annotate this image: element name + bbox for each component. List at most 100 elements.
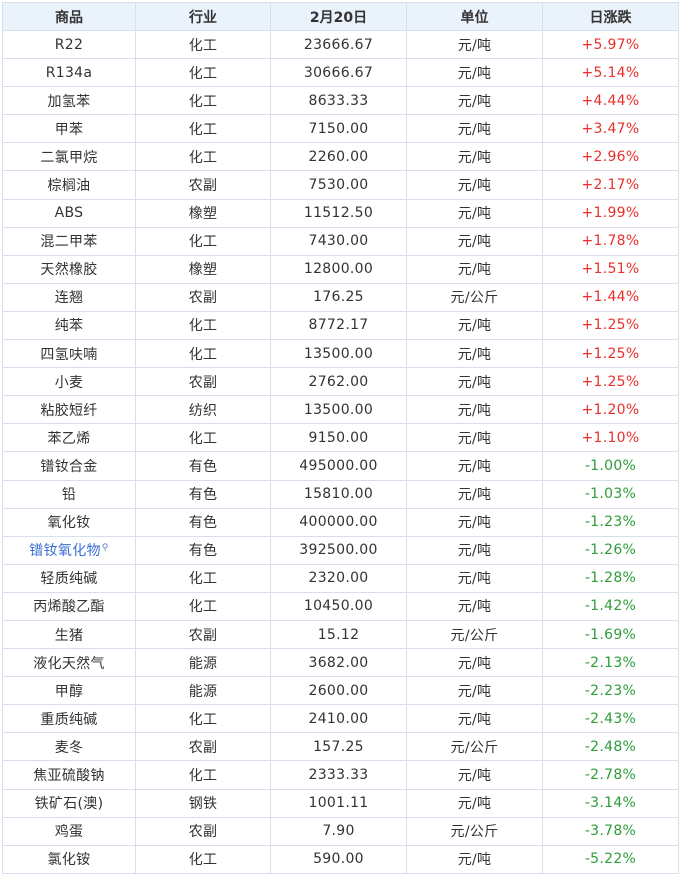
table-row: 四氢呋喃 化工 13500.00 元/吨 +1.25%	[2, 339, 679, 369]
cell-price: 176.25	[270, 282, 407, 312]
table-row: 氯化铵 化工 590.00 元/吨 -5.22%	[2, 844, 679, 874]
cell-change: -1.69%	[542, 619, 679, 650]
cell-change: -3.78%	[542, 816, 679, 846]
cell-change: +3.47%	[542, 114, 679, 144]
table-row: 重质纯碱 化工 2410.00 元/吨 -2.43%	[2, 704, 679, 734]
table-row: 纯苯 化工 8772.17 元/吨 +1.25%	[2, 310, 679, 341]
cell-industry: 农副	[135, 367, 271, 397]
cell-industry: 橡塑	[135, 254, 271, 284]
cell-change: -2.78%	[542, 760, 679, 790]
cell-unit: 元/吨	[406, 29, 543, 60]
cell-change: +1.99%	[542, 198, 679, 228]
cell-industry: 化工	[135, 58, 271, 88]
table-row: 加氢苯 化工 8633.33 元/吨 +4.44%	[2, 86, 679, 116]
cell-price: 2320.00	[270, 563, 407, 593]
cell-industry: 化工	[135, 310, 271, 341]
search-icon[interactable]: ⚲	[101, 542, 109, 553]
cell-industry: 化工	[135, 563, 271, 593]
cell-name: 氯化铵	[2, 844, 136, 874]
cell-unit: 元/公斤	[406, 816, 543, 846]
cell-change: +1.20%	[542, 395, 679, 425]
table-row: 棕榈油 农副 7530.00 元/吨 +2.17%	[2, 170, 679, 200]
cell-industry: 化工	[135, 142, 271, 172]
cell-price: 8633.33	[270, 86, 407, 116]
cell-name: 生猪	[2, 619, 136, 650]
table-row: 氧化钕 有色 400000.00 元/吨 -1.23%	[2, 507, 679, 537]
cell-change: +1.44%	[542, 282, 679, 312]
cell-industry: 化工	[135, 423, 271, 453]
cell-name[interactable]: 镨钕氧化物⚲	[2, 535, 136, 565]
cell-change: -2.13%	[542, 648, 679, 678]
cell-price: 23666.67	[270, 29, 407, 60]
table-row: 焦亚硫酸钠 化工 2333.33 元/吨 -2.78%	[2, 760, 679, 790]
cell-unit: 元/吨	[406, 310, 543, 341]
cell-name: 天然橡胶	[2, 254, 136, 284]
cell-name: R22	[2, 29, 136, 60]
cell-name: 焦亚硫酸钠	[2, 760, 136, 790]
cell-unit: 元/吨	[406, 563, 543, 593]
cell-price: 13500.00	[270, 339, 407, 369]
cell-industry: 农副	[135, 732, 271, 762]
cell-change: +4.44%	[542, 86, 679, 116]
cell-price: 3682.00	[270, 648, 407, 678]
cell-unit: 元/吨	[406, 535, 543, 565]
cell-name: 二氯甲烷	[2, 142, 136, 172]
cell-industry: 农副	[135, 282, 271, 312]
cell-unit: 元/吨	[406, 198, 543, 228]
cell-industry: 钢铁	[135, 788, 271, 818]
cell-change: +1.10%	[542, 423, 679, 453]
cell-change: +2.96%	[542, 142, 679, 172]
cell-change: -1.23%	[542, 507, 679, 537]
cell-change: +1.25%	[542, 367, 679, 397]
cell-name: 铅	[2, 479, 136, 509]
cell-unit: 元/吨	[406, 114, 543, 144]
cell-change: +1.25%	[542, 339, 679, 369]
table-row: 铅有色 15810.00 元/吨 -1.03%	[2, 479, 679, 509]
column-header-name: 商品	[2, 2, 136, 31]
cell-change: -1.28%	[542, 563, 679, 593]
cell-price: 590.00	[270, 844, 407, 874]
cell-unit: 元/吨	[406, 760, 543, 790]
cell-industry: 农副	[135, 816, 271, 846]
cell-price: 9150.00	[270, 423, 407, 453]
cell-unit: 元/吨	[406, 367, 543, 397]
cell-change: +2.17%	[542, 170, 679, 200]
table-header: 商品 行业 2月20日 单位 日涨跌	[2, 2, 679, 31]
cell-industry: 农副	[135, 170, 271, 200]
table-row: 镨钕合金 有色 495000.00 元/吨 -1.00%	[2, 451, 679, 481]
cell-industry: 能源	[135, 648, 271, 678]
table-row: ABS 橡塑 11512.50 元/吨 +1.99%	[2, 198, 679, 228]
cell-industry: 化工	[135, 226, 271, 256]
cell-name: 连翘	[2, 282, 136, 312]
cell-price: 15.12	[270, 619, 407, 650]
cell-change: -2.43%	[542, 704, 679, 734]
cell-price: 495000.00	[270, 451, 407, 481]
cell-name: 棕榈油	[2, 170, 136, 200]
cell-unit: 元/吨	[406, 226, 543, 256]
cell-industry: 有色	[135, 535, 271, 565]
commodity-link[interactable]: 镨钕氧化物	[29, 543, 101, 560]
cell-unit: 元/吨	[406, 395, 543, 425]
cell-name: ABS	[2, 198, 136, 228]
cell-price: 392500.00	[270, 535, 407, 565]
header-row: 商品 行业 2月20日 单位 日涨跌	[2, 2, 679, 31]
cell-unit: 元/吨	[406, 339, 543, 369]
cell-name: 苯乙烯	[2, 423, 136, 453]
cell-price: 1001.11	[270, 788, 407, 818]
cell-name: 麦冬	[2, 732, 136, 762]
cell-industry: 化工	[135, 86, 271, 116]
table-row: 液化天然气 能源 3682.00 元/吨 -2.13%	[2, 648, 679, 678]
cell-industry: 能源	[135, 676, 271, 706]
cell-price: 10450.00	[270, 591, 407, 621]
cell-price: 15810.00	[270, 479, 407, 509]
cell-industry: 化工	[135, 114, 271, 144]
cell-unit: 元/吨	[406, 254, 543, 284]
cell-unit: 元/吨	[406, 676, 543, 706]
cell-price: 2260.00	[270, 142, 407, 172]
cell-change: -3.14%	[542, 788, 679, 818]
cell-price: 2333.33	[270, 760, 407, 790]
cell-unit: 元/吨	[406, 423, 543, 453]
cell-unit: 元/吨	[406, 58, 543, 88]
cell-unit: 元/公斤	[406, 619, 543, 650]
table-row: 天然橡胶 橡塑 12800.00 元/吨 +1.51%	[2, 254, 679, 284]
